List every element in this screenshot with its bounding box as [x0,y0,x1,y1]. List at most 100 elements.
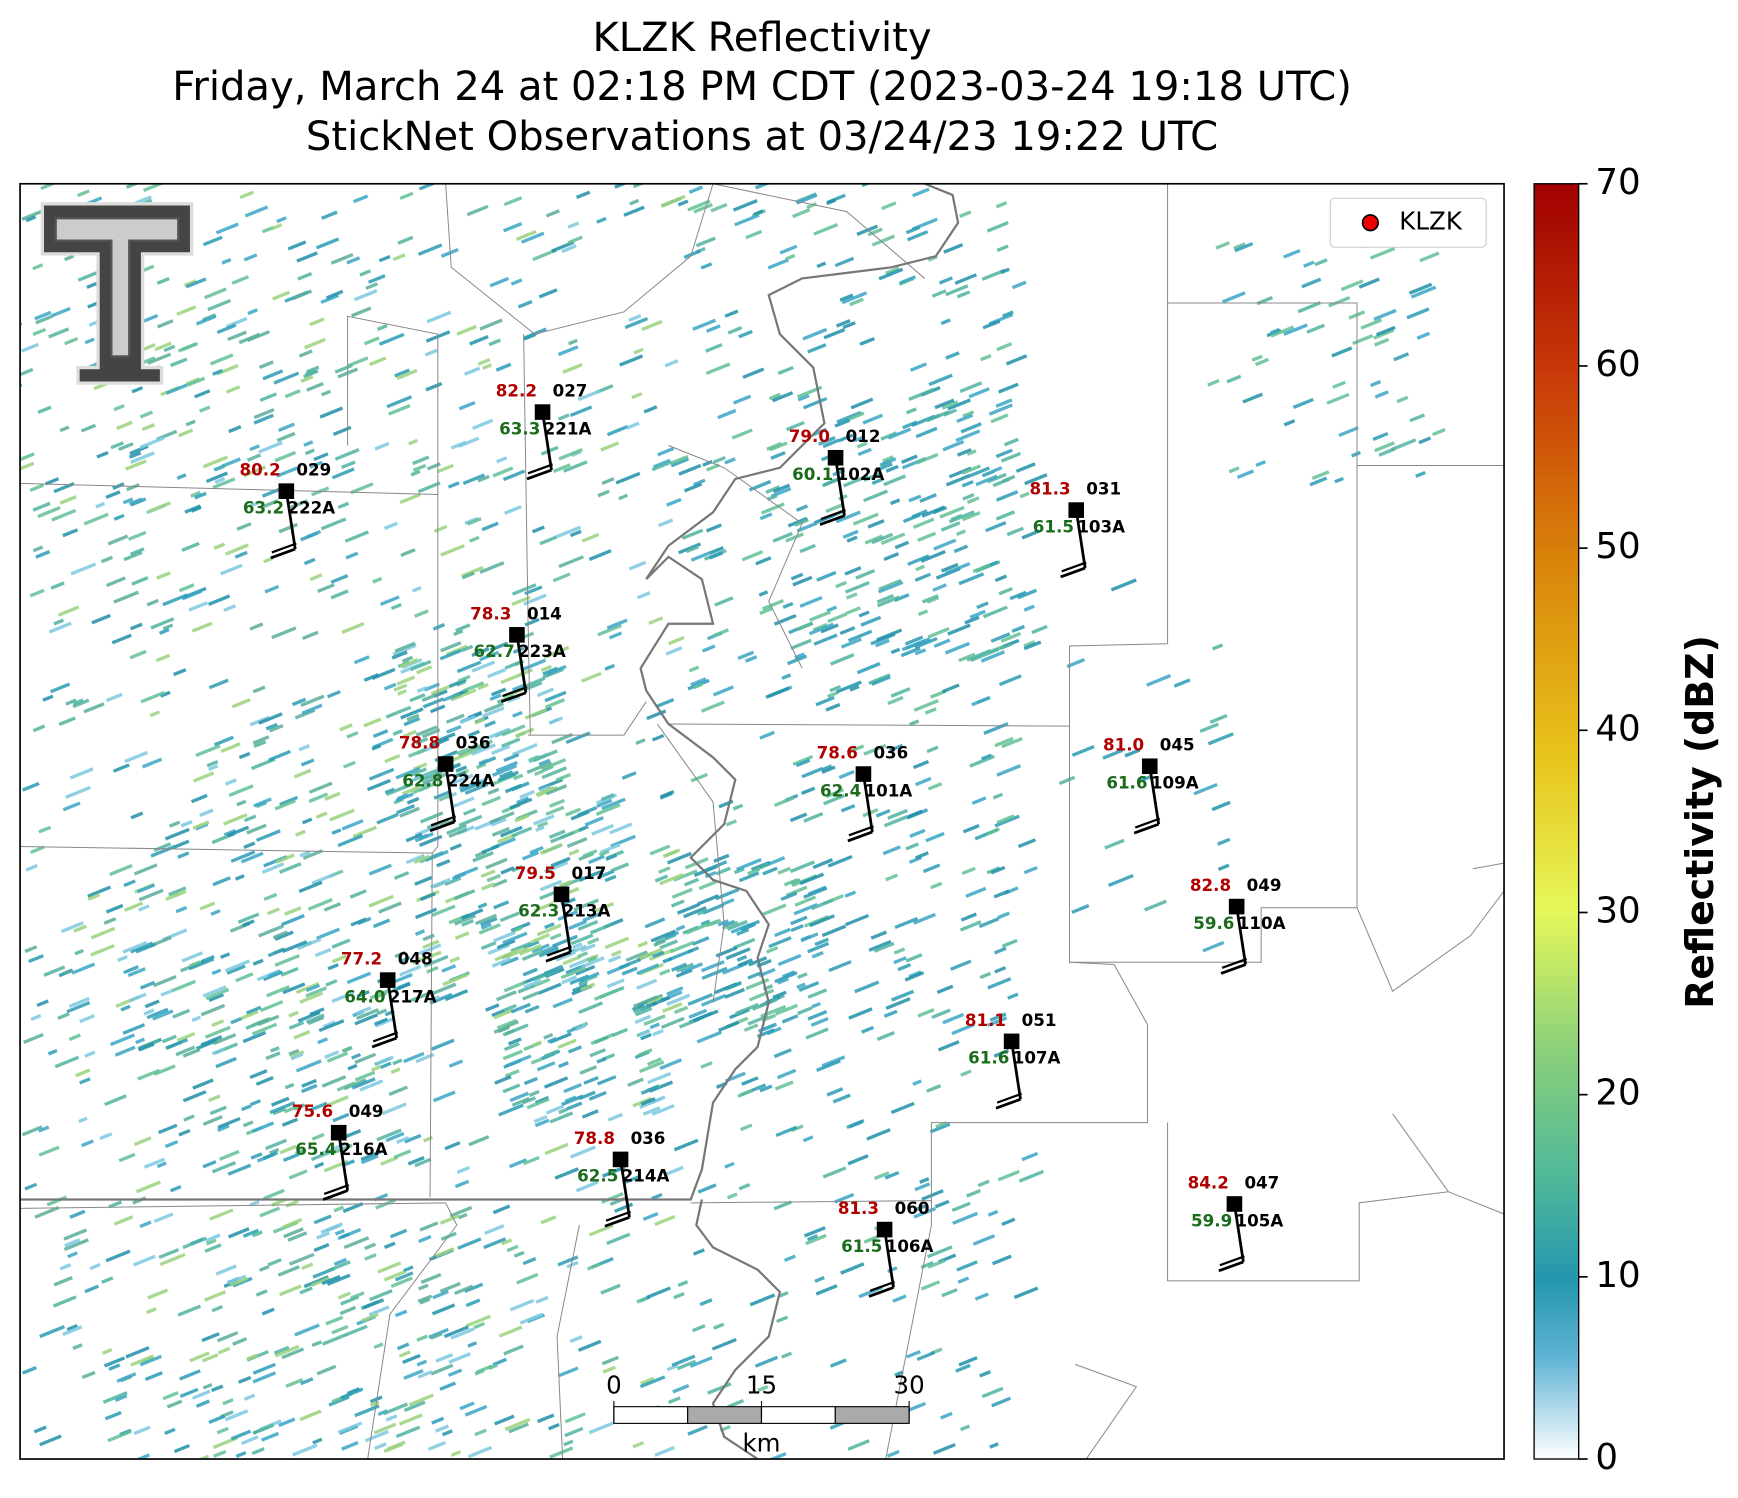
radar-echo [25,864,38,872]
wind-barb [1134,817,1161,829]
radar-echo [47,1048,58,1056]
radar-echo [797,972,808,980]
radar-echo [113,1215,134,1226]
radar-echo [373,1017,388,1026]
radar-echo [392,1058,403,1066]
colorbar-tick-label: 10 [1595,1255,1640,1296]
radar-echo [511,683,525,692]
radar-echo [354,1013,378,1026]
radar-echo [391,650,408,660]
radar-echo [133,1136,152,1147]
radar-echo [830,653,855,666]
radar-echo [398,955,411,964]
radar-echo [762,866,778,876]
radar-echo [790,1124,804,1133]
radar-echo [202,455,229,469]
radar-echo [1352,333,1374,346]
radar-echo [637,1048,653,1057]
radar-echo [956,529,966,537]
radar-echo [337,501,350,510]
radar-echo [541,766,567,780]
radar-echo [467,729,480,738]
radar-echo [557,413,570,421]
radar-echo [544,922,555,930]
radar-echo [114,1394,128,1402]
radar-echo [274,799,297,811]
radar-echo [105,692,123,703]
radar-echo [234,550,248,559]
radar-echo [637,940,649,948]
radar-echo [395,1425,421,1439]
radar-echo [216,1459,228,1466]
radar-echo [472,851,494,863]
radar-echo [847,1439,870,1451]
radar-echo [848,1007,873,1020]
radar-echo [887,808,908,820]
scale-segment [687,1406,763,1424]
radar-echo [959,1424,971,1432]
radar-echo [969,609,986,620]
radar-echo [480,941,497,950]
radar-echo [670,899,685,908]
radar-echo [493,900,510,910]
radar-echo [494,1075,512,1085]
radar-echo [439,1281,461,1293]
radar-echo [790,638,812,651]
radar-echo [160,988,175,997]
radar-echo [514,727,535,738]
radar-echo [458,814,483,827]
radar-echo [558,879,573,888]
radar-echo [885,464,899,473]
radar-echo [893,947,906,955]
radar-echo [536,1413,555,1424]
radar-echo [148,501,172,513]
radar-echo [1217,837,1231,846]
dewpoint: 61.5 [1033,516,1074,536]
radar-echo [509,1091,530,1103]
radar-echo [331,954,348,964]
radar-echo [309,460,323,469]
radar-echo [539,879,563,892]
radar-echo [51,508,77,522]
radar-echo [487,787,500,795]
radar-echo [776,1315,789,1324]
radar-echo [567,235,583,245]
radar-echo [516,1272,539,1285]
radar-echo [743,1023,759,1032]
radar-echo [1233,242,1246,250]
radar-echo [687,992,713,1006]
radar-echo [1340,279,1364,292]
radar-echo [422,939,440,950]
radar-echo [735,1002,759,1016]
radar-echo [103,1356,126,1368]
radar-echo [544,698,565,709]
radar-echo [447,481,460,489]
radar-echo [364,1253,377,1261]
radar-echo [246,453,262,462]
radar-echo [993,889,1010,899]
radar-echo [32,724,46,733]
radar-echo [615,471,641,485]
radar-echo [434,1424,449,1433]
radar-echo [321,210,338,220]
radar-echo [566,1101,583,1111]
radar-echo [50,581,65,590]
radar-echo [240,1010,259,1020]
radar-echo [877,580,904,594]
radar-echo [906,230,929,242]
radar-echo [856,441,868,449]
radar-echo [912,187,930,198]
radar-echo [600,441,620,452]
radar-echo [894,916,919,930]
radar-echo [800,932,819,943]
radar-echo [450,1450,462,1457]
radar-echo [849,297,864,307]
radar-echo [169,1185,182,1193]
radar-echo [372,918,391,929]
radar-echo [246,823,267,835]
station-id: 217A [389,986,437,1006]
radar-echo [705,919,719,928]
radar-echo [240,851,264,864]
radar-echo [1003,437,1019,447]
radar-echo [1011,280,1027,290]
